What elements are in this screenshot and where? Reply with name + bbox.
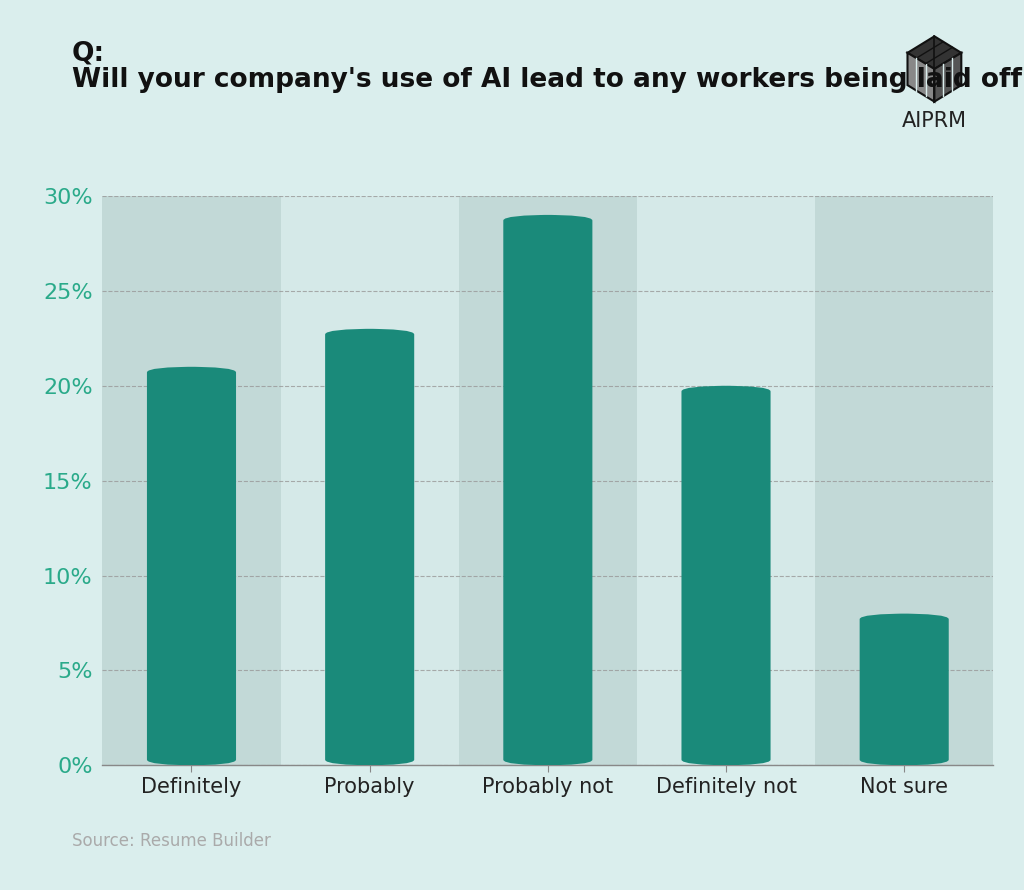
- Bar: [815, 196, 993, 765]
- Bar: [637, 196, 815, 765]
- Polygon shape: [907, 36, 962, 69]
- Polygon shape: [907, 53, 934, 101]
- Text: Q:: Q:: [72, 40, 104, 66]
- FancyBboxPatch shape: [326, 328, 414, 765]
- Text: Source: Resume Builder: Source: Resume Builder: [72, 832, 270, 850]
- Text: Will your company's use of AI lead to any workers being laid off in 2024?: Will your company's use of AI lead to an…: [72, 67, 1024, 93]
- Bar: [459, 196, 637, 765]
- Text: AIPRM: AIPRM: [901, 111, 967, 131]
- FancyBboxPatch shape: [147, 367, 236, 765]
- FancyBboxPatch shape: [504, 214, 592, 765]
- Bar: [102, 196, 281, 765]
- FancyBboxPatch shape: [860, 613, 949, 765]
- FancyBboxPatch shape: [682, 385, 770, 765]
- Polygon shape: [934, 53, 962, 101]
- Bar: [281, 196, 459, 765]
